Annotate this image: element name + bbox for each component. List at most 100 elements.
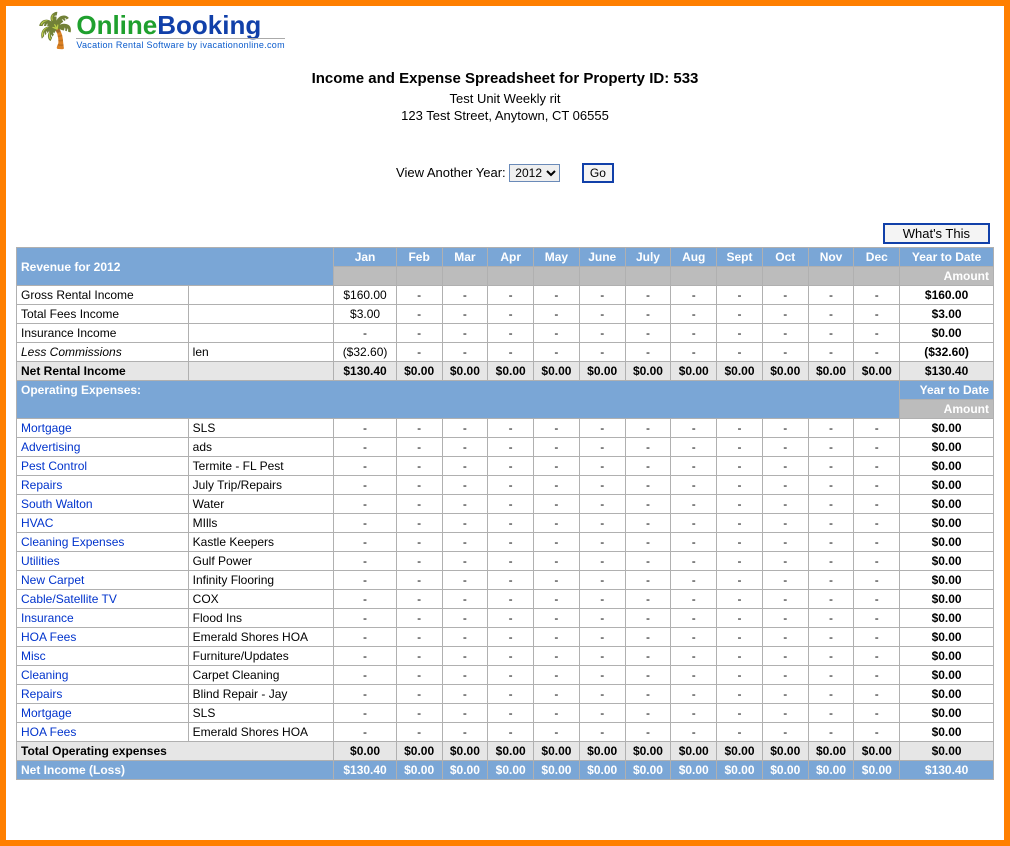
cell: -: [579, 419, 625, 438]
cell: $0.00: [762, 742, 808, 761]
expense-ytd: $0.00: [900, 457, 994, 476]
cell: -: [717, 324, 763, 343]
expense-label[interactable]: Cleaning Expenses: [17, 533, 189, 552]
expense-label[interactable]: Misc: [17, 647, 189, 666]
cell: -: [579, 305, 625, 324]
cell: -: [396, 723, 442, 742]
revenue-header: Revenue for 2012: [17, 248, 334, 286]
cell: $0.00: [396, 761, 442, 780]
cell: -: [488, 685, 534, 704]
cell: -: [579, 666, 625, 685]
expense-row: Cable/Satellite TV COX ------------ $0.0…: [17, 590, 994, 609]
cell: -: [334, 419, 396, 438]
cell: -: [442, 419, 488, 438]
cell: -: [396, 476, 442, 495]
cell: $3.00: [334, 305, 396, 324]
cell: $0.00: [762, 362, 808, 381]
cell: -: [717, 305, 763, 324]
cell: -: [625, 476, 671, 495]
cell: -: [717, 438, 763, 457]
cell: -: [854, 647, 900, 666]
cell: -: [396, 343, 442, 362]
cell: -: [442, 457, 488, 476]
expense-label[interactable]: New Carpet: [17, 571, 189, 590]
cell: $0.00: [442, 362, 488, 381]
expense-ytd: $0.00: [900, 723, 994, 742]
cell: -: [534, 571, 580, 590]
expense-note: SLS: [188, 419, 334, 438]
cell: -: [334, 704, 396, 723]
expense-row: New Carpet Infinity Flooring -----------…: [17, 571, 994, 590]
cell: -: [625, 419, 671, 438]
expense-label[interactable]: Utilities: [17, 552, 189, 571]
cell: -: [625, 343, 671, 362]
go-button[interactable]: Go: [582, 163, 614, 183]
expense-label[interactable]: Cleaning: [17, 666, 189, 685]
cell: -: [808, 514, 854, 533]
expense-label[interactable]: HVAC: [17, 514, 189, 533]
expense-label[interactable]: HOA Fees: [17, 628, 189, 647]
cell: -: [762, 647, 808, 666]
revenue-row: Gross Rental Income $160.00----------- $…: [17, 286, 994, 305]
expense-label[interactable]: Cable/Satellite TV: [17, 590, 189, 609]
expense-label[interactable]: Mortgage: [17, 419, 189, 438]
cell: -: [671, 590, 717, 609]
row-ytd: $0.00: [900, 324, 994, 343]
cell: $130.40: [334, 362, 396, 381]
cell: -: [442, 305, 488, 324]
cell: -: [808, 552, 854, 571]
logo-booking: Booking: [157, 10, 261, 40]
expense-label[interactable]: Repairs: [17, 476, 189, 495]
cell: -: [488, 305, 534, 324]
cell: -: [762, 704, 808, 723]
expense-row: HOA Fees Emerald Shores HOA ------------…: [17, 628, 994, 647]
cell: $0.00: [717, 761, 763, 780]
cell: -: [717, 476, 763, 495]
cell: -: [534, 552, 580, 571]
expense-label[interactable]: Insurance: [17, 609, 189, 628]
cell: -: [717, 457, 763, 476]
expense-label[interactable]: Mortgage: [17, 704, 189, 723]
cell: -: [334, 495, 396, 514]
cell: -: [625, 324, 671, 343]
year-select[interactable]: 2012: [509, 164, 560, 182]
cell: -: [334, 476, 396, 495]
cell: -: [442, 723, 488, 742]
cell: -: [717, 419, 763, 438]
expense-row: Cleaning Carpet Cleaning ------------ $0…: [17, 666, 994, 685]
cell: -: [396, 286, 442, 305]
cell: $0.00: [579, 761, 625, 780]
cell: -: [854, 704, 900, 723]
cell: -: [579, 704, 625, 723]
cell: -: [488, 324, 534, 343]
cell: -: [534, 305, 580, 324]
cell: $0.00: [854, 742, 900, 761]
cell: -: [579, 476, 625, 495]
cell: -: [717, 552, 763, 571]
cell: -: [534, 438, 580, 457]
page-address: 123 Test Street, Anytown, CT 06555: [16, 108, 994, 123]
expense-label[interactable]: Advertising: [17, 438, 189, 457]
cell: -: [854, 438, 900, 457]
row-ytd: $3.00: [900, 305, 994, 324]
expense-label[interactable]: South Walton: [17, 495, 189, 514]
cell: -: [671, 552, 717, 571]
whats-this-button[interactable]: What's This: [883, 223, 990, 244]
cell: -: [488, 533, 534, 552]
cell: -: [579, 286, 625, 305]
expense-note: Emerald Shores HOA: [188, 723, 334, 742]
cell: -: [762, 685, 808, 704]
expense-label[interactable]: HOA Fees: [17, 723, 189, 742]
cell: $0.00: [534, 742, 580, 761]
expense-label[interactable]: Repairs: [17, 685, 189, 704]
cell: -: [762, 419, 808, 438]
cell: -: [717, 685, 763, 704]
cell: -: [534, 533, 580, 552]
expense-label[interactable]: Pest Control: [17, 457, 189, 476]
cell: -: [854, 419, 900, 438]
cell: -: [808, 419, 854, 438]
cell: -: [854, 723, 900, 742]
cell: -: [579, 647, 625, 666]
cell: -: [671, 514, 717, 533]
cell: -: [671, 419, 717, 438]
